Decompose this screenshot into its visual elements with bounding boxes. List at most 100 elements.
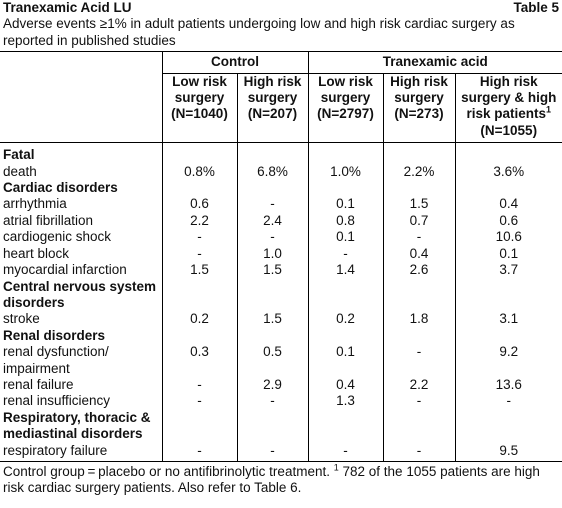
column-header: High risk surgery (N=207)	[236, 73, 308, 144]
cell: -	[382, 393, 455, 410]
column-header-line: (N=207)	[241, 106, 305, 122]
section-heading: Central nervous system	[3, 278, 157, 294]
column-header-text: surgery & high	[461, 90, 557, 106]
cell-value: -	[197, 393, 202, 409]
section-heading: mediastinal disorders	[3, 426, 143, 442]
cell: 13.6	[454, 376, 562, 394]
cell-value: 0.8%	[184, 163, 215, 179]
data-row: cardiogenic shock - - 0.1 - 10.6	[0, 229, 562, 246]
row-label: Cardiac disorders	[0, 180, 162, 196]
column-header-text: surgery	[320, 90, 371, 106]
cell	[236, 180, 308, 197]
cell: -	[382, 344, 455, 377]
cell	[382, 278, 455, 312]
subtitle-line: reported in published studies	[3, 32, 176, 48]
cell-value: -	[197, 376, 202, 392]
cell: 0.6	[454, 212, 562, 230]
row-label-line: atrial fibrillation	[3, 212, 94, 228]
cell	[454, 278, 562, 312]
section-row: Fatal	[0, 142, 562, 164]
cell-value: 1.5	[190, 262, 209, 278]
cell-value: 3.6%	[493, 163, 525, 179]
column-header: High risk surgery (N=273)	[382, 73, 455, 144]
column-header-line: (N=2797)	[312, 106, 380, 122]
cell-value: -	[343, 245, 348, 261]
cell-value: 1.8	[409, 311, 429, 327]
cell: 0.1	[307, 344, 383, 377]
cell	[307, 142, 383, 164]
section-row: Renal disorders	[0, 327, 562, 345]
row-label-line: stroke	[3, 311, 40, 327]
table: Control Tranexamic acid Low risk surgery (N…	[0, 51, 562, 462]
column-header-line: High risk	[241, 74, 305, 90]
cell: 1.0	[236, 245, 308, 263]
cell	[454, 180, 562, 197]
column-header-line: surgery & high	[459, 90, 560, 106]
cell: 0.1	[307, 196, 383, 213]
row-label: arrhythmia	[0, 196, 162, 212]
cell-value: 0.6	[499, 212, 519, 228]
cell-value: 2.2	[409, 376, 429, 392]
cell	[236, 278, 308, 312]
row-label-line: impairment	[3, 360, 70, 376]
cell-value: -	[197, 245, 202, 261]
cell-value: 1.4	[336, 262, 355, 278]
data-row: renal insufficiency - - 1.3 - -	[0, 393, 562, 410]
subtitle-line: Adverse events ≥1% in adult patients und…	[3, 16, 515, 32]
cell-value: 9.5	[499, 442, 519, 458]
row-label: renal dysfunction/impairment	[0, 344, 162, 377]
data-row: heart block - 1.0 - 0.4 0.1	[0, 245, 562, 263]
cell: 0.8%	[161, 163, 237, 181]
cell-value: 2.9	[263, 376, 282, 392]
cell	[307, 180, 383, 197]
cell: -	[161, 393, 237, 410]
cell-value: -	[270, 393, 275, 409]
cell: 1.5	[236, 311, 308, 328]
data-row: myocardial infarction 1.5 1.5 1.4 2.6 3.7	[0, 262, 562, 279]
cell-value: 13.6	[495, 376, 522, 392]
column-header-line: High risk	[387, 74, 452, 90]
cell: 6.8%	[236, 163, 308, 181]
column-header-line: High risk	[459, 74, 560, 90]
column-header-text: High risk	[479, 73, 538, 89]
cell-value: 1.5	[263, 262, 282, 278]
cell-value: 2.2	[190, 212, 209, 228]
column-header-line: (N=273)	[387, 106, 452, 122]
cell: 0.6	[161, 196, 237, 213]
column-header-line: surgery	[312, 90, 380, 106]
section-row: Central nervous system disorders	[0, 278, 562, 312]
data-row: stroke 0.2 1.5 0.2 1.8 3.1	[0, 311, 562, 328]
cell-value: 0.8	[336, 212, 355, 228]
cell: 9.2	[454, 344, 562, 377]
cell	[454, 409, 562, 443]
cell	[161, 278, 237, 312]
cell: 3.6%	[454, 163, 562, 181]
row-label-line: heart block	[3, 245, 70, 261]
cell	[382, 180, 455, 197]
cell	[382, 409, 455, 443]
cell	[382, 142, 455, 164]
column-header-text: Low risk	[318, 73, 373, 89]
cell	[307, 409, 383, 443]
cell-value: 0.2	[336, 311, 355, 327]
row-label-line: myocardial infarction	[3, 262, 127, 278]
footer: Control group = placebo or no antifibrin…	[0, 462, 562, 497]
data-row: respiratory failure - - - - 9.5	[0, 442, 562, 462]
cell-value: 9.2	[499, 344, 519, 360]
cell: 1.5	[382, 196, 455, 213]
data-row: renal failure - 2.9 0.4 2.2 13.6	[0, 376, 562, 394]
cell	[307, 327, 383, 345]
cell	[307, 278, 383, 312]
cell: -	[236, 196, 308, 213]
cell: -	[454, 393, 562, 410]
column-header-text: (N=207)	[247, 106, 298, 122]
cell-value: 3.1	[499, 311, 519, 327]
data-row: arrhythmia 0.6 - 0.1 1.5 0.4	[0, 196, 562, 213]
column-header-text: High risk	[243, 73, 302, 89]
row-label: respiratory failure	[0, 442, 162, 462]
row-label: Fatal	[0, 143, 162, 164]
section-heading: Fatal	[3, 147, 35, 163]
cell	[161, 409, 237, 443]
cell: -	[307, 442, 383, 462]
cell: 2.4	[236, 212, 308, 230]
